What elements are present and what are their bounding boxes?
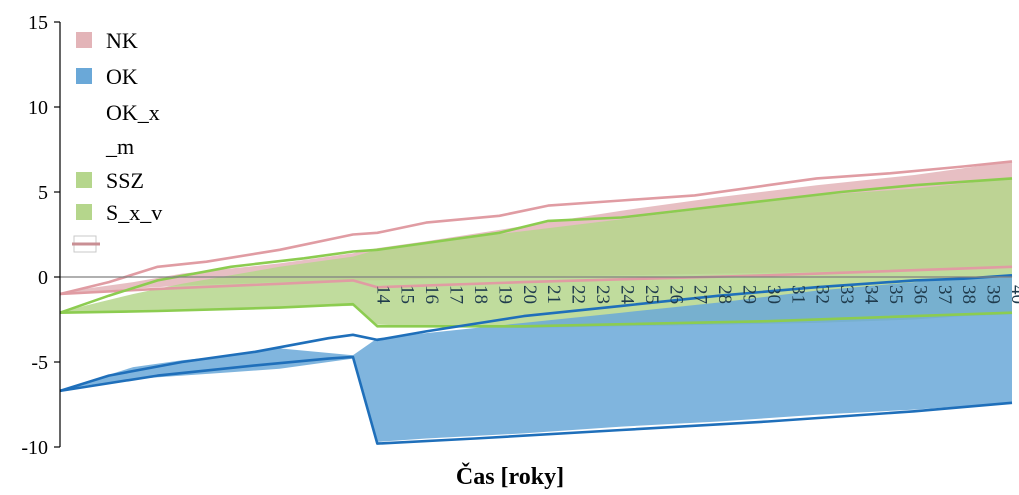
series-line-4 bbox=[59, 302, 1013, 328]
x-tick-label: 24 bbox=[616, 285, 637, 305]
x-tick-label: 17 bbox=[446, 285, 467, 304]
x-tick-label: 27 bbox=[690, 285, 711, 304]
legend: NK OK OK_x _m SSZ S_x_v bbox=[72, 28, 162, 253]
legend-swatch bbox=[76, 204, 92, 220]
band-ok bbox=[60, 275, 1012, 442]
legend-swatch bbox=[76, 68, 92, 84]
legend-label: S_x_v bbox=[106, 200, 162, 225]
x-tick-label: 25 bbox=[641, 285, 662, 304]
x-tick-label: 20 bbox=[519, 285, 540, 304]
series-line-1 bbox=[59, 160, 1013, 296]
x-tick-label: 30 bbox=[763, 285, 784, 304]
x-tick-label: 39 bbox=[983, 285, 1004, 304]
x-tick-label: 19 bbox=[494, 285, 515, 304]
y-tick-label: -10 bbox=[21, 437, 48, 459]
x-tick-label: 21 bbox=[543, 285, 564, 304]
x-tick-label: 23 bbox=[592, 285, 613, 304]
x-tick-label: 14 bbox=[372, 285, 393, 305]
y-tick-label: 10 bbox=[28, 97, 48, 119]
legend-label: _m bbox=[105, 134, 134, 159]
y-tick-label: 0 bbox=[38, 267, 48, 289]
x-tick-label: 18 bbox=[470, 285, 491, 304]
legend-swatch bbox=[76, 32, 92, 48]
x-tick-label: 40 bbox=[1007, 285, 1019, 304]
series-line-3 bbox=[59, 177, 1013, 314]
legend-swatch bbox=[76, 172, 92, 188]
x-tick-label: 31 bbox=[787, 285, 808, 304]
x-tick-label: 15 bbox=[397, 285, 418, 304]
x-tick-label: 34 bbox=[861, 285, 882, 305]
x-tick-label: 36 bbox=[909, 285, 930, 304]
y-tick-label: 5 bbox=[38, 182, 48, 204]
series-line-5 bbox=[59, 274, 1013, 393]
x-tick-label: 29 bbox=[738, 285, 759, 304]
y-tick-label: 15 bbox=[28, 12, 48, 34]
x-tick-label: 16 bbox=[421, 285, 442, 304]
legend-label: OK bbox=[106, 64, 138, 89]
x-tick-label: 35 bbox=[885, 285, 906, 304]
legend-label: NK bbox=[106, 28, 138, 53]
x-axis-label: Čas [roky] bbox=[456, 463, 564, 490]
x-tick-label: 33 bbox=[836, 285, 857, 304]
y-tick-label: -5 bbox=[31, 352, 48, 374]
x-tick-label: 26 bbox=[665, 285, 686, 304]
x-tick-label: 22 bbox=[568, 285, 589, 304]
x-tick-label: 38 bbox=[958, 285, 979, 304]
legend-label: SSZ bbox=[106, 168, 144, 193]
legend-label: OK_x bbox=[106, 100, 160, 125]
x-tick-label: 37 bbox=[934, 285, 955, 304]
x-tick-label: 32 bbox=[812, 285, 833, 304]
x-tick-label: 28 bbox=[714, 285, 735, 304]
series-line-6 bbox=[59, 355, 1013, 445]
